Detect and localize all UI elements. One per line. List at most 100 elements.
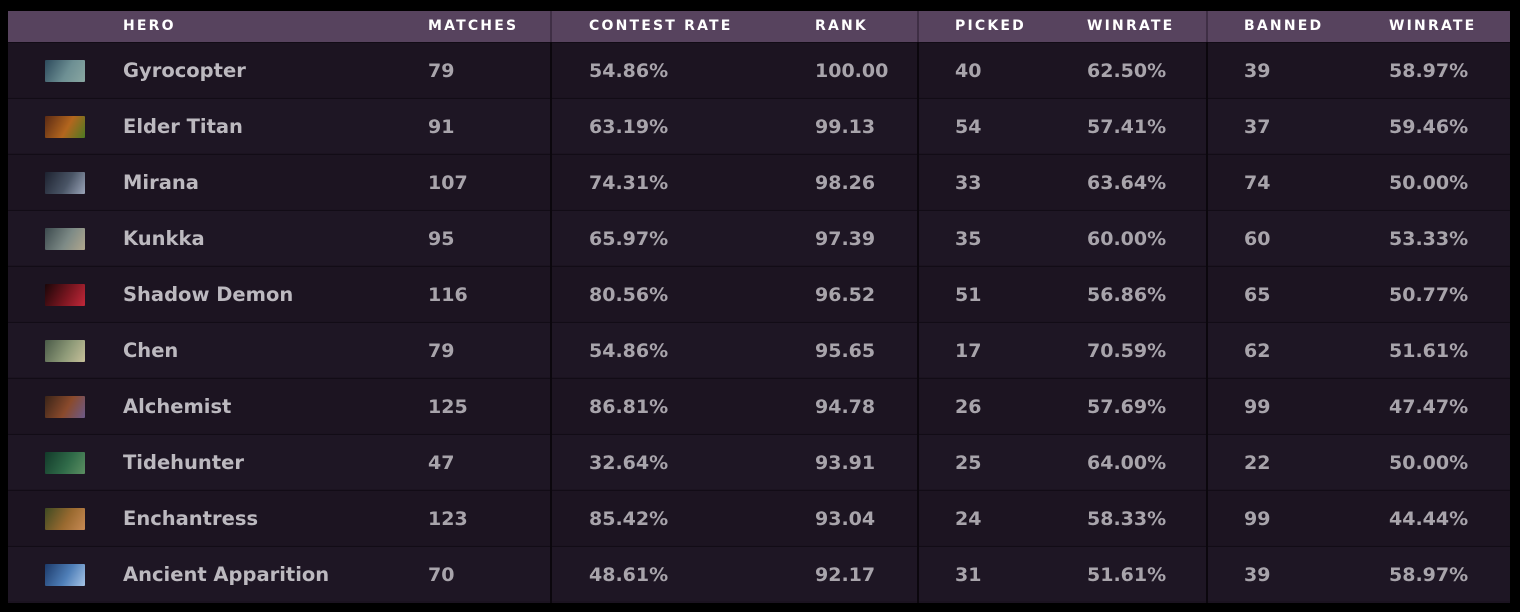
header-divider (1206, 11, 1208, 42)
shadow-demon-portrait-icon[interactable] (45, 284, 85, 306)
table-row[interactable]: Elder Titan 91 63.19% 99.13 54 57.41% 37 59.46% (8, 98, 1510, 153)
matches-value: 95 (428, 228, 455, 250)
contest-rate-value: 74.31% (589, 172, 669, 194)
banned-winrate-value: 44.44% (1389, 508, 1469, 530)
header-contest-rate[interactable]: CONTEST RATE (589, 18, 733, 34)
rank-value: 96.52 (815, 284, 876, 306)
header-banned-winrate[interactable]: WINRATE (1389, 18, 1477, 34)
hero-name[interactable]: Enchantress (123, 507, 259, 530)
ancient-apparition-portrait-icon[interactable] (45, 564, 85, 586)
kunkka-portrait-icon[interactable] (45, 228, 85, 250)
hero-name[interactable]: Gyrocopter (123, 59, 246, 82)
tidehunter-portrait-icon[interactable] (45, 452, 85, 474)
banned-winrate-value: 58.97% (1389, 60, 1469, 82)
matches-value: 79 (428, 340, 455, 362)
mirana-portrait-icon[interactable] (45, 172, 85, 194)
hero-name[interactable]: Mirana (123, 171, 199, 194)
rank-value: 92.17 (815, 564, 876, 586)
table-row[interactable]: Gyrocopter 79 54.86% 100.00 40 62.50% 39 58.97% (8, 42, 1510, 97)
table-row[interactable]: Enchantress 123 85.42% 93.04 24 58.33% 99 44.44… (8, 490, 1510, 545)
picked-value: 24 (955, 508, 982, 530)
banned-value: 99 (1244, 508, 1271, 530)
picked-value: 54 (955, 116, 982, 138)
contest-rate-value: 54.86% (589, 340, 669, 362)
picked-winrate-value: 62.50% (1087, 60, 1167, 82)
banned-winrate-value: 53.33% (1389, 228, 1469, 250)
chen-portrait-icon[interactable] (45, 340, 85, 362)
contest-rate-value: 80.56% (589, 284, 669, 306)
banned-value: 65 (1244, 284, 1271, 306)
contest-rate-value: 86.81% (589, 396, 669, 418)
picked-value: 26 (955, 396, 982, 418)
rank-value: 95.65 (815, 340, 876, 362)
banned-winrate-value: 47.47% (1389, 396, 1469, 418)
contest-rate-value: 85.42% (589, 508, 669, 530)
rank-value: 97.39 (815, 228, 876, 250)
elder-titan-portrait-icon[interactable] (45, 116, 85, 138)
table-row[interactable]: Shadow Demon 116 80.56% 96.52 51 56.86% 65 50.7… (8, 266, 1510, 321)
matches-value: 91 (428, 116, 455, 138)
rank-value: 100.00 (815, 60, 889, 82)
picked-value: 25 (955, 452, 982, 474)
hero-name[interactable]: Ancient Apparition (123, 563, 330, 586)
table-row[interactable]: Ancient Apparition 70 48.61% 92.17 31 51.61% 3… (8, 546, 1510, 601)
banned-winrate-value: 50.00% (1389, 452, 1469, 474)
header-banned[interactable]: BANNED (1244, 18, 1324, 34)
picked-winrate-value: 57.69% (1087, 396, 1167, 418)
alchemist-portrait-icon[interactable] (45, 396, 85, 418)
header-hero[interactable]: HERO (123, 18, 176, 34)
hero-name[interactable]: Tidehunter (123, 451, 244, 474)
rank-value: 93.04 (815, 508, 876, 530)
matches-value: 123 (428, 508, 468, 530)
picked-winrate-value: 70.59% (1087, 340, 1167, 362)
matches-value: 70 (428, 564, 455, 586)
table-row[interactable]: Chen 79 54.86% 95.65 17 70.59% 62 51.61% (8, 322, 1510, 377)
picked-value: 17 (955, 340, 982, 362)
picked-value: 35 (955, 228, 982, 250)
matches-value: 125 (428, 396, 468, 418)
header-divider (550, 11, 552, 42)
picked-winrate-value: 64.00% (1087, 452, 1167, 474)
matches-value: 107 (428, 172, 468, 194)
hero-name[interactable]: Elder Titan (123, 115, 243, 138)
header-picked-winrate[interactable]: WINRATE (1087, 18, 1175, 34)
banned-value: 99 (1244, 396, 1271, 418)
picked-winrate-value: 56.86% (1087, 284, 1167, 306)
rank-value: 99.13 (815, 116, 876, 138)
rank-value: 94.78 (815, 396, 876, 418)
banned-winrate-value: 58.97% (1389, 564, 1469, 586)
matches-value: 79 (428, 60, 455, 82)
picked-value: 33 (955, 172, 982, 194)
header-rank[interactable]: RANK (815, 18, 868, 34)
column-divider (550, 42, 552, 603)
rank-value: 98.26 (815, 172, 876, 194)
enchantress-portrait-icon[interactable] (45, 508, 85, 530)
banned-value: 37 (1244, 116, 1271, 138)
hero-name[interactable]: Alchemist (123, 395, 232, 418)
matches-value: 47 (428, 452, 455, 474)
contest-rate-value: 48.61% (589, 564, 669, 586)
picked-winrate-value: 51.61% (1087, 564, 1167, 586)
hero-name[interactable]: Shadow Demon (123, 283, 294, 306)
hero-name[interactable]: Chen (123, 339, 179, 362)
banned-value: 60 (1244, 228, 1271, 250)
header-picked[interactable]: PICKED (955, 18, 1026, 34)
table-row[interactable]: Kunkka 95 65.97% 97.39 35 60.00% 60 53.33% (8, 210, 1510, 265)
picked-value: 51 (955, 284, 982, 306)
gyrocopter-portrait-icon[interactable] (45, 60, 85, 82)
contest-rate-value: 65.97% (589, 228, 669, 250)
banned-winrate-value: 59.46% (1389, 116, 1469, 138)
hero-stats-table: HERO MATCHES CONTEST RATE RANK PICKED WI… (8, 11, 1510, 603)
table-row[interactable]: Alchemist 125 86.81% 94.78 26 57.69% 99 47.47% (8, 378, 1510, 433)
column-divider (1206, 42, 1208, 603)
banned-winrate-value: 50.00% (1389, 172, 1469, 194)
table-row[interactable]: Tidehunter 47 32.64% 93.91 25 64.00% 22 50.00% (8, 434, 1510, 489)
hero-name[interactable]: Kunkka (123, 227, 205, 250)
table-header: HERO MATCHES CONTEST RATE RANK PICKED WI… (8, 11, 1510, 42)
header-matches[interactable]: MATCHES (428, 18, 519, 34)
table-row[interactable]: Mirana 107 74.31% 98.26 33 63.64% 74 50.00% (8, 154, 1510, 209)
column-divider (917, 42, 919, 603)
header-divider (917, 11, 919, 42)
picked-winrate-value: 60.00% (1087, 228, 1167, 250)
banned-value: 22 (1244, 452, 1271, 474)
